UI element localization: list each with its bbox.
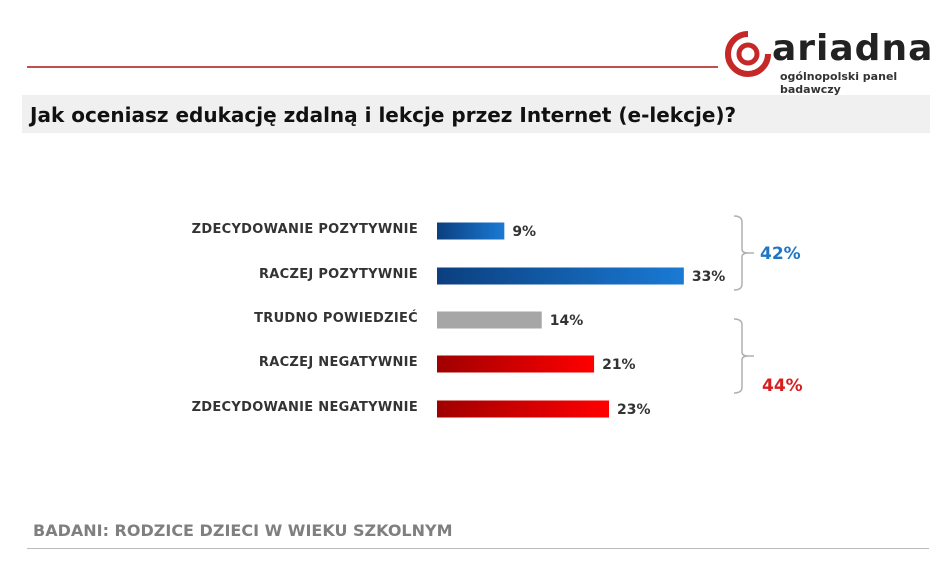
value-label: 9%: [512, 224, 536, 240]
value-label: 21%: [602, 357, 636, 373]
category-label: ZDECYDOWANIE NEGATYWNIE: [191, 400, 418, 415]
value-label: 14%: [550, 313, 584, 329]
ariadna-logo-icon: [725, 31, 771, 77]
bar: [437, 311, 542, 329]
group-total-label: 42%: [760, 244, 801, 264]
category-label: RACZEJ POZYTYWNIE: [258, 267, 418, 282]
footer-note: BADANI: RODZICE DZIECI W WIEKU SZKOLNYM: [33, 521, 453, 540]
group-bracket: [733, 318, 754, 394]
category-label: ZDECYDOWANIE POZYTYWNIE: [191, 222, 418, 237]
bar: [437, 355, 595, 373]
title-bar: [22, 95, 930, 133]
category-label: RACZEJ NEGATYWNIE: [258, 355, 418, 370]
bar: [437, 267, 684, 285]
bar: [437, 400, 610, 418]
footer-divider: [27, 548, 929, 549]
page-title: Jak oceniasz edukację zdalną i lekcje pr…: [30, 103, 737, 127]
bar: [437, 222, 505, 240]
header-divider: [27, 66, 718, 68]
group-bracket: [733, 215, 754, 291]
value-label: 33%: [692, 269, 726, 285]
logo-tagline: ogólnopolski panel badawczy: [780, 70, 898, 96]
group-total-label: 44%: [762, 376, 803, 396]
value-label: 23%: [617, 402, 651, 418]
category-label: TRUDNO POWIEDZIEĆ: [254, 311, 418, 326]
logo-wordmark: ariadna: [772, 28, 934, 69]
